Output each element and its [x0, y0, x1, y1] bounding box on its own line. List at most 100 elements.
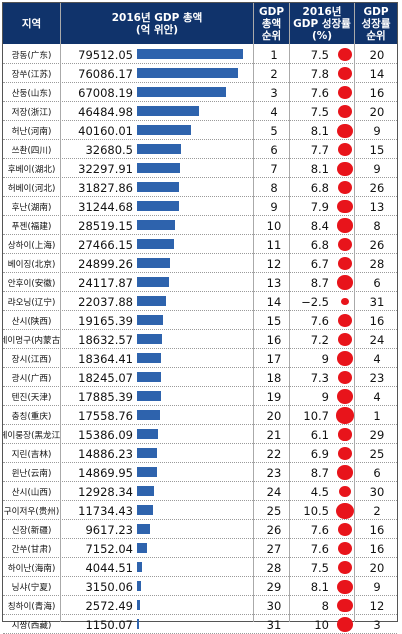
- growth-dot: [337, 181, 353, 194]
- growth-rate: 7.6: [310, 541, 329, 556]
- growth-dot: [336, 502, 354, 519]
- header-grank-line2: 성장률: [361, 17, 391, 30]
- gdp-bar: [137, 125, 191, 135]
- growth-rank: 6: [373, 465, 381, 480]
- header-gdp-title: 2016년 GDP 총액: [111, 11, 203, 24]
- gdp-value: 17885.39: [78, 389, 133, 404]
- table-row: 후난(湖南) 31244.68 9 7.9 13: [3, 197, 397, 216]
- growth-dot: [337, 598, 353, 613]
- region-name: 충칭(重庆): [11, 411, 52, 422]
- header-grank-line1: GDP: [363, 5, 389, 18]
- growth-dot: [337, 142, 353, 157]
- gdp-bar: [137, 201, 179, 211]
- growth-rank: 9: [373, 123, 381, 138]
- gdp-bar: [137, 619, 139, 629]
- gdp-value: 76086.17: [78, 66, 133, 81]
- table-row: 산시(山西) 12928.34 24 4.5 30: [3, 482, 397, 501]
- growth-rate: 7.6: [310, 85, 329, 100]
- table-row: 신장(新疆) 9617.23 26 7.6 16: [3, 520, 397, 539]
- gdp-rank: 17: [266, 351, 282, 366]
- table-row: 쓰촨(四川) 32680.5 6 7.7 15: [3, 140, 397, 159]
- gdp-bar: [137, 467, 157, 477]
- growth-rate: 8: [321, 598, 329, 613]
- gdp-rank: 2: [270, 66, 278, 81]
- column-divider: [253, 3, 254, 622]
- growth-dot: [338, 257, 352, 270]
- gdp-rank: 20: [266, 408, 282, 423]
- header-growth-line2: GDP 성장률: [293, 17, 351, 30]
- growth-dot: [337, 85, 353, 100]
- growth-rank: 3: [373, 617, 381, 632]
- growth-rank: 8: [373, 218, 381, 233]
- gdp-value: 79512.05: [78, 47, 133, 62]
- growth-rank: 20: [369, 560, 385, 575]
- region-name: 베이징(北京): [7, 259, 56, 270]
- table-row: 네이멍구(内蒙古) 18632.57 16 7.2 24: [3, 330, 397, 349]
- header-rank-line2: 총액: [261, 17, 282, 30]
- region-name: 구이저우(贵州): [3, 506, 60, 517]
- gdp-rank: 9: [270, 199, 278, 214]
- header-region: 지역: [3, 3, 60, 44]
- gdp-value: 9617.23: [85, 522, 133, 537]
- growth-rank: 9: [373, 579, 381, 594]
- region-name: 지린(吉林): [11, 449, 52, 460]
- table-row: 푸젠(福建) 28519.15 10 8.4 8: [3, 216, 397, 235]
- region-name: 네이멍구(内蒙古): [3, 335, 60, 346]
- region-name: 칭하이(青海): [7, 601, 56, 612]
- table-row: 장시(江西) 18364.41 17 9 4: [3, 349, 397, 368]
- gdp-bar: [137, 68, 239, 78]
- gdp-rank: 21: [266, 427, 282, 442]
- growth-rate: 7.5: [310, 47, 329, 62]
- gdp-bar: [137, 562, 143, 572]
- region-name: 산둥(山东): [11, 88, 52, 99]
- gdp-rank: 11: [266, 237, 282, 252]
- region-name: 후베이(湖北): [7, 164, 56, 175]
- gdp-rank: 14: [266, 294, 282, 309]
- growth-rank: 16: [369, 85, 385, 100]
- growth-rate: 6.8: [310, 237, 329, 252]
- table-row: 텐진(天津) 17885.39 19 9 4: [3, 387, 397, 406]
- table-row: 랴오닝(辽宁) 22037.88 14 −2.5 31: [3, 292, 397, 311]
- gdp-bar: [137, 277, 170, 287]
- growth-rate: 8.1: [310, 161, 329, 176]
- gdp-bar: [137, 239, 174, 249]
- gdp-value: 46484.98: [78, 104, 133, 119]
- gdp-value: 7152.04: [85, 541, 133, 556]
- growth-rate: 8.4: [310, 218, 329, 233]
- gdp-rank: 16: [266, 332, 282, 347]
- gdp-value: 2572.49: [85, 598, 133, 613]
- table-row: 허난(河南) 40160.01 5 8.1 9: [3, 121, 397, 140]
- gdp-value: 27466.15: [78, 237, 133, 252]
- growth-dot: [337, 447, 353, 461]
- gdp-value: 31827.86: [78, 180, 133, 195]
- gdp-rank: 8: [270, 180, 278, 195]
- gdp-bar: [137, 543, 147, 553]
- growth-rank: 4: [373, 389, 381, 404]
- growth-dot: [336, 389, 354, 404]
- growth-dot: [337, 123, 353, 138]
- table-row: 광동(广东) 79512.05 1 7.5 20: [3, 45, 397, 64]
- growth-rank: 23: [369, 370, 385, 385]
- table-row: 안후이(安徽) 24117.87 13 8.7 6: [3, 273, 397, 292]
- gdp-value: 12928.34: [78, 484, 133, 499]
- growth-dot: [337, 104, 353, 119]
- growth-rate: 6.7: [310, 256, 329, 271]
- gdp-bar: [137, 505, 153, 515]
- table-row: 시짱(西藏) 1150.07 31 10 3: [3, 615, 397, 634]
- column-divider: [289, 3, 290, 622]
- table-row: 상하이(上海) 27466.15 11 6.8 26: [3, 235, 397, 254]
- growth-rank: 29: [369, 427, 385, 442]
- gdp-value: 18632.57: [78, 332, 133, 347]
- gdp-rank: 5: [270, 123, 278, 138]
- gdp-bar: [137, 429, 158, 439]
- growth-rate: 7.7: [310, 142, 329, 157]
- gdp-value: 18245.07: [78, 370, 133, 385]
- growth-rank: 24: [369, 332, 385, 347]
- growth-rate: 7.5: [310, 560, 329, 575]
- growth-rate: 8.7: [310, 465, 329, 480]
- table-row: 하이난(海南) 4044.51 28 7.5 20: [3, 558, 397, 577]
- growth-dot: [337, 161, 353, 176]
- region-name: 산시(山西): [11, 487, 52, 498]
- region-name: 상하이(上海): [7, 240, 56, 251]
- table-row: 후베이(湖北) 32297.91 7 8.1 9: [3, 159, 397, 178]
